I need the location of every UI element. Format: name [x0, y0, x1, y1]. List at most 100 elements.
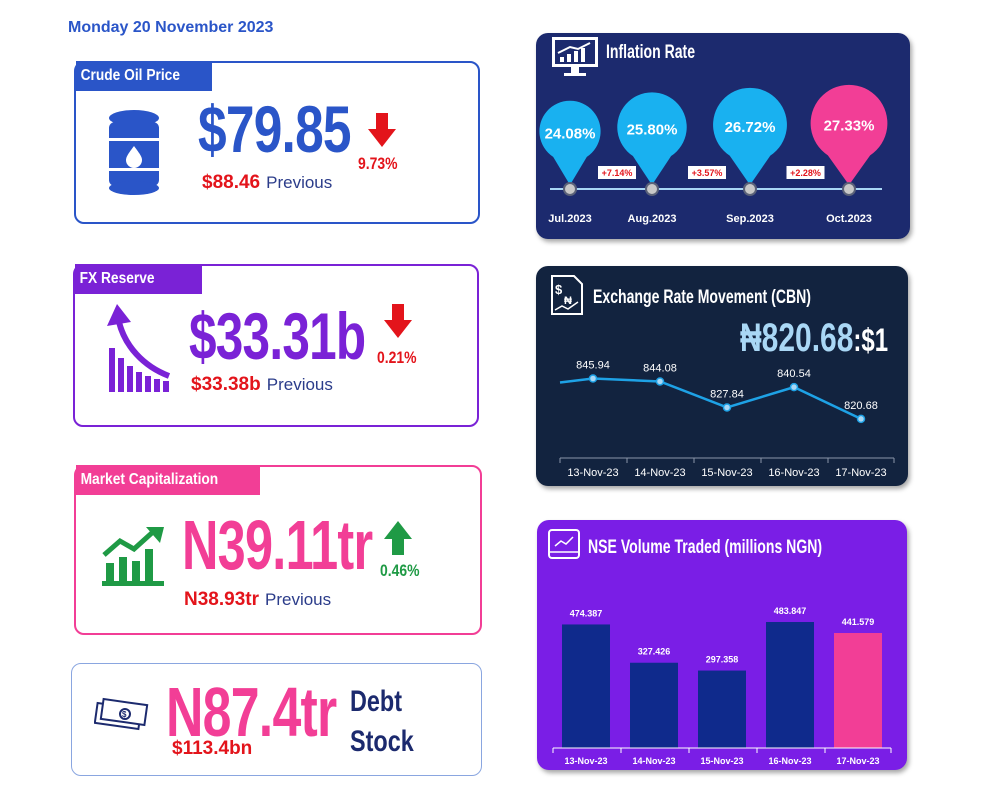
svg-text:$: $: [122, 710, 127, 719]
debt-stock-value: N87.4tr: [166, 673, 337, 751]
monitor-chart-icon: [552, 37, 598, 76]
market-cap-card: Market Capitalization N39.11tr 0.46% N38…: [74, 465, 482, 635]
arrow-down-icon: [384, 304, 412, 338]
naira-document-icon: $ ₦: [551, 275, 583, 315]
inflation-point: [563, 182, 577, 196]
exchange-rate-point: [856, 414, 866, 424]
exchange-rate-headline-value: ₦820.68: [740, 316, 854, 360]
declining-chart-icon: [107, 304, 171, 392]
money-icon: $: [94, 697, 149, 731]
nse-volume-title: NSE Volume Traded (millions NGN): [588, 537, 823, 558]
inflation-point: [842, 182, 856, 196]
exchange-rate-category-label: 17-Nov-23: [835, 467, 886, 479]
inflation-value-label: 26.72%: [725, 119, 776, 136]
nse-volume-value-label: 474.387: [570, 608, 603, 618]
nse-volume-bar: [630, 662, 678, 748]
nse-volume-value-label: 441.579: [842, 617, 875, 627]
oil-barrel-icon: [109, 110, 159, 195]
crude-oil-change: 9.73%: [358, 154, 398, 173]
crude-oil-tag: Crude Oil Price: [80, 67, 180, 84]
exchange-rate-value-label: 845.94: [576, 359, 610, 371]
fx-reserve-card: FX Reserve $33.31b 0.21% $33.38b Previous: [73, 264, 479, 427]
fx-reserve-previous-value: $33.38b: [191, 374, 261, 395]
inflation-rate-panel: Inflation Rate 24.08% Jul.2023 25.80% Aug.2…: [536, 33, 910, 239]
rising-chart-icon: [102, 527, 164, 586]
market-cap-value: N39.11tr: [182, 506, 373, 584]
nse-volume-bar: [834, 633, 882, 748]
exchange-rate-panel: $ ₦ Exchange Rate Movement (CBN) ₦820.68…: [536, 266, 908, 486]
exchange-rate-line: [559, 377, 862, 421]
inflation-title: Inflation Rate: [606, 42, 696, 63]
nse-volume-bar: [698, 670, 746, 748]
inflation-bubble: [539, 100, 601, 185]
exchange-rate-value-label: 840.54: [777, 368, 811, 380]
market-cap-change: 0.46%: [380, 561, 420, 580]
debt-stock-label-line1: Debt: [350, 685, 403, 718]
inflation-point: [743, 182, 757, 196]
inflation-category-label: Oct.2023: [826, 213, 872, 225]
arrow-down-icon: [368, 113, 396, 147]
exchange-rate-title: Exchange Rate Movement (CBN): [593, 287, 811, 308]
svg-text:$: $: [555, 282, 563, 297]
crude-oil-previous-value: $88.46: [202, 172, 261, 193]
fx-reserve-value: $33.31b: [189, 299, 366, 373]
market-cap-previous-value: N38.93tr: [184, 589, 259, 610]
crude-oil-previous-label: Previous: [266, 173, 333, 192]
exchange-rate-headline-suffix: :$1: [853, 322, 889, 358]
inflation-change-box: [598, 166, 636, 179]
market-cap-previous-label: Previous: [265, 590, 332, 609]
inflation-change-label: +7.14%: [602, 168, 633, 178]
crude-oil-card: Crude Oil Price $79.85 9.73% $88.46 Previ…: [74, 61, 480, 224]
nse-volume-category-label: 16-Nov-23: [768, 756, 811, 766]
inflation-change-label: +3.57%: [692, 168, 723, 178]
inflation-bubble: [617, 92, 687, 185]
exchange-rate-value-label: 844.08: [643, 362, 677, 374]
inflation-change-box: [786, 166, 825, 179]
inflation-value-label: 24.08%: [545, 125, 596, 142]
nse-volume-category-label: 13-Nov-23: [564, 756, 607, 766]
exchange-rate-category-label: 14-Nov-23: [634, 467, 685, 479]
exchange-rate-point: [588, 374, 598, 383]
crude-oil-value: $79.85: [198, 92, 352, 166]
tablet-chart-icon: [548, 529, 580, 559]
inflation-point: [645, 182, 659, 196]
inflation-category-label: Sep.2023: [726, 213, 774, 225]
exchange-rate-category-label: 13-Nov-23: [567, 467, 618, 479]
arrow-up-icon: [384, 521, 412, 555]
exchange-rate-point: [789, 382, 799, 392]
market-cap-previous: N38.93tr Previous: [184, 589, 331, 611]
nse-volume-category-label: 14-Nov-23: [632, 756, 675, 766]
fx-reserve-change: 0.21%: [377, 348, 417, 367]
nse-volume-bar: [766, 622, 814, 748]
report-date: Monday 20 November 2023: [68, 19, 274, 36]
nse-volume-bar: [562, 624, 610, 748]
nse-volume-category-label: 15-Nov-23: [700, 756, 743, 766]
inflation-bubble: [810, 84, 888, 185]
inflation-change-label: +2.28%: [790, 168, 821, 178]
exchange-rate-point: [722, 403, 732, 412]
nse-volume-category-label: 17-Nov-23: [836, 756, 879, 766]
inflation-change-box: [688, 166, 726, 179]
inflation-chart: 24.08% Jul.2023 25.80% Aug.2023 26.72% Sep.20…: [539, 84, 888, 225]
nse-volume-chart: 474.387 13-Nov-23 327.426 14-Nov-23 297.358 1…: [552, 606, 892, 766]
market-cap-tag: Market Capitalization: [80, 471, 219, 488]
fx-reserve-tag: FX Reserve: [79, 270, 155, 287]
inflation-value-label: 25.80%: [627, 121, 678, 138]
exchange-rate-headline: ₦820.68:$1: [740, 316, 888, 361]
inflation-value-label: 27.33%: [824, 118, 875, 135]
nse-volume-value-label: 483.847: [774, 606, 807, 616]
fx-reserve-previous-label: Previous: [266, 375, 333, 394]
exchange-rate-chart: 845.94 13-Nov-23 844.08 14-Nov-23 827.84 15-N…: [559, 359, 895, 479]
inflation-bubble: [713, 87, 787, 185]
debt-stock-card: $ N87.4tr Debt Stock $113.4bn: [71, 663, 482, 776]
nse-volume-value-label: 327.426: [638, 647, 671, 657]
exchange-rate-value-label: 820.68: [844, 400, 878, 412]
debt-stock-sub-value: $113.4bn: [172, 738, 253, 759]
nse-volume-panel: NSE Volume Traded (millions NGN) 474.387…: [537, 520, 907, 770]
crude-oil-previous: $88.46 Previous: [202, 172, 332, 194]
exchange-rate-category-label: 15-Nov-23: [701, 467, 752, 479]
inflation-category-label: Aug.2023: [628, 213, 677, 225]
debt-stock-label: Debt Stock: [350, 682, 414, 762]
exchange-rate-category-label: 16-Nov-23: [768, 467, 819, 479]
exchange-rate-point: [655, 377, 665, 386]
